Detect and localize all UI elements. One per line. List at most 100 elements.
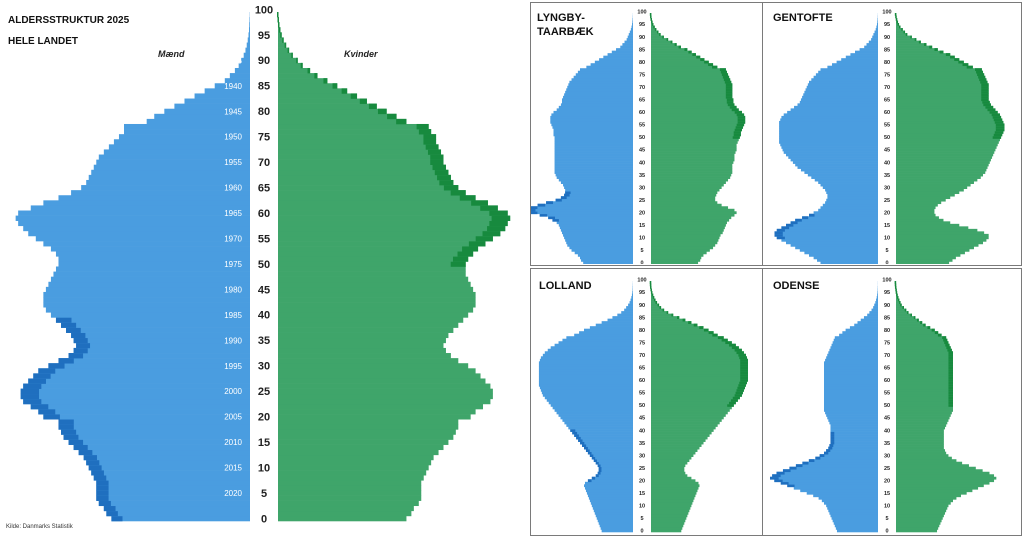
male-bar-age-50	[779, 135, 878, 139]
male-bar-age-58	[18, 220, 250, 227]
female-surplus-age-69	[948, 356, 953, 360]
female-bar-age-48	[278, 271, 466, 277]
male-bar-age-55	[541, 391, 633, 395]
female-bar-age-42	[278, 302, 476, 308]
female-bar-age-57	[651, 386, 745, 390]
male-bar-age-79	[842, 331, 878, 335]
female-surplus-age-74	[423, 139, 437, 145]
male-bar-age-89	[238, 62, 250, 69]
female-bar-age-81	[651, 326, 704, 329]
male-bar-age-41	[554, 158, 633, 162]
female-surplus-age-53	[734, 128, 742, 132]
female-bar-age-21	[278, 409, 476, 415]
male-bar-age-59	[538, 381, 633, 385]
female-surplus-age-84	[916, 318, 919, 322]
female-bar-age-29	[651, 456, 692, 460]
age-tick-70: 70	[639, 85, 645, 91]
male-bar-age-51	[824, 401, 878, 405]
male-bar-age-86	[864, 45, 878, 49]
female-bar-age-7	[896, 511, 946, 515]
female-bar-age-76	[896, 338, 948, 342]
female-bar-age-38	[278, 322, 459, 328]
male-bar-age-25	[789, 466, 878, 470]
male-bar-age-40	[554, 161, 633, 164]
female-surplus-age-74	[945, 343, 950, 347]
female-surplus-age-77	[942, 336, 947, 340]
male-bar-age-80	[164, 108, 250, 115]
age-tick-15: 15	[258, 437, 270, 449]
male-bar-age-85	[863, 316, 878, 319]
female-surplus-age-91	[905, 33, 908, 36]
male-bar-age-93	[876, 296, 878, 299]
age-tick-0: 0	[640, 261, 643, 264]
female-surplus-age-70	[430, 159, 444, 165]
age-tick-100: 100	[882, 278, 891, 284]
female-surplus-age-72	[427, 149, 442, 155]
female-bar-age-26	[896, 464, 969, 468]
male-bar-age-40	[50, 312, 250, 318]
female-bar-age-37	[896, 436, 944, 440]
male-bar-age-42	[830, 424, 878, 427]
male-bar-age-79	[590, 63, 633, 67]
male-surplus-age-25	[598, 466, 602, 470]
male-bar-age-74	[573, 75, 633, 79]
female-surplus-age-56	[737, 120, 746, 124]
male-bar-age-3	[98, 500, 250, 507]
female-bar-age-68	[651, 90, 733, 94]
female-surplus-age-68	[434, 169, 449, 176]
male-bar-age-37	[554, 168, 633, 172]
female-bar-age-73	[651, 346, 739, 350]
male-bar-age-88	[868, 40, 878, 44]
male-bar-age-17	[552, 218, 633, 222]
female-surplus-age-79	[387, 113, 397, 120]
age-tick-35: 35	[639, 173, 645, 179]
female-bar-age-36	[278, 332, 449, 339]
male-bar-age-25	[826, 198, 878, 202]
female-bar-age-21	[651, 476, 692, 480]
age-tick-85: 85	[639, 315, 645, 321]
female-surplus-age-61	[948, 376, 953, 380]
female-bar-age-13	[896, 496, 957, 500]
male-bar-age-96	[632, 20, 633, 24]
male-bar-age-66	[824, 363, 878, 367]
male-bar-age-58	[550, 115, 633, 119]
age-tick-30: 30	[884, 185, 890, 191]
male-bar-age-60	[787, 110, 878, 114]
female-surplus-age-70	[738, 353, 746, 357]
male-surplus-age-31	[824, 451, 829, 455]
year-tick-2015: 2015	[224, 464, 242, 473]
female-surplus-age-86	[929, 45, 933, 49]
female-surplus-age-64	[982, 100, 990, 104]
female-bar-age-13	[278, 449, 439, 456]
male-bar-age-15	[786, 223, 878, 227]
female-surplus-age-53	[732, 396, 740, 400]
age-tick-10: 10	[884, 504, 890, 510]
male-bar-age-45	[554, 148, 633, 152]
age-tick-20: 20	[258, 412, 270, 424]
male-surplus-age-23	[597, 471, 601, 475]
female-surplus-age-51	[729, 401, 736, 405]
male-bar-age-66	[563, 95, 633, 99]
female-bar-age-2	[896, 256, 956, 260]
female-bar-age-49	[896, 138, 1000, 142]
female-surplus-age-87	[907, 311, 909, 314]
male-bar-age-53	[50, 246, 250, 252]
male-bar-age-31	[563, 183, 633, 187]
male-bar-age-80	[594, 60, 633, 64]
male-surplus-age-26	[560, 196, 567, 200]
female-bar-age-87	[651, 43, 677, 46]
male-bar-age-1	[106, 510, 250, 517]
male-bar-age-35	[555, 173, 633, 177]
female-surplus-age-98	[894, 283, 897, 287]
male-surplus-age-19	[58, 419, 74, 425]
male-bar-age-46	[558, 414, 633, 417]
female-surplus-age-68	[725, 90, 733, 94]
age-tick-20: 20	[884, 210, 890, 216]
female-bar-age-95	[896, 23, 900, 26]
male-bar-age-71	[568, 83, 633, 87]
male-bar-age-51	[779, 133, 878, 137]
female-surplus-age-93	[284, 42, 287, 48]
female-bar-age-3	[651, 521, 685, 525]
female-bar-age-89	[651, 38, 669, 41]
year-tick-1995: 1995	[224, 362, 242, 371]
